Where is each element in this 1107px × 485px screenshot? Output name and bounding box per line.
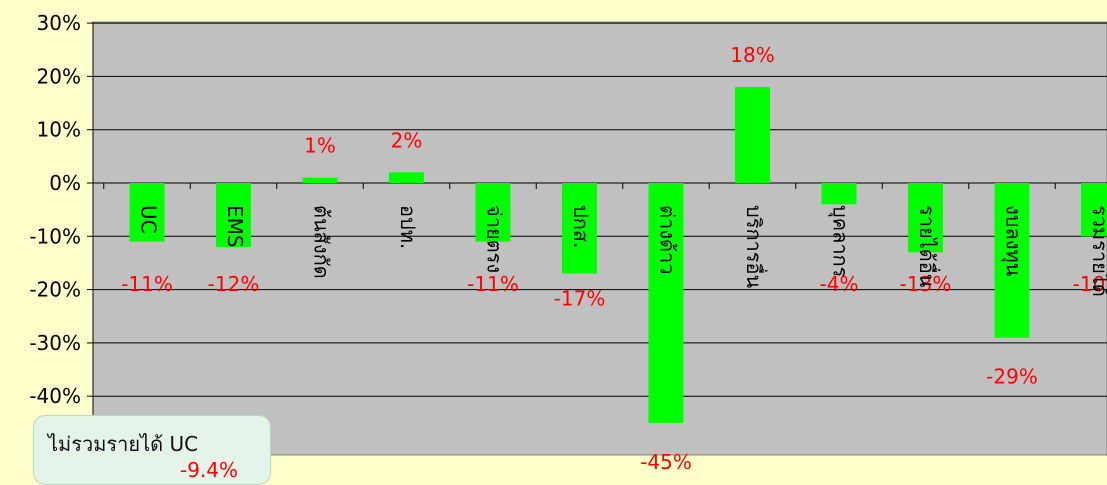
bar (129, 183, 165, 242)
category-label: บริการอื่น (742, 205, 768, 289)
data-label: -10% (1073, 272, 1107, 296)
note-value: -9.4% (180, 458, 239, 482)
category-label: รวมรายได้ (1088, 205, 1107, 297)
y-tick-label: 0% (49, 171, 81, 195)
category-label: อปท. (396, 205, 420, 249)
y-tick-label: -30% (29, 331, 81, 355)
bar (302, 177, 338, 183)
data-label: -4% (820, 272, 859, 296)
data-label: -29% (986, 365, 1038, 389)
note-label: ไม่รวมรายได้ UC (48, 432, 199, 456)
bar-chart: 30% 20% 10% 0% -10% -20% -30% -40% -11% UC -12% EMS… (29, 11, 1107, 474)
data-label: -12% (208, 272, 260, 296)
category-label: งบลงทุน (1001, 205, 1026, 277)
data-label: 18% (730, 43, 774, 67)
bar (994, 183, 1030, 338)
data-label: -45% (640, 450, 692, 470)
y-tick-label: 20% (37, 64, 81, 88)
bar (216, 183, 251, 247)
bar (562, 183, 597, 274)
category-label: จ่ายตรง (483, 205, 507, 273)
data-label: -17% (554, 287, 606, 311)
data-label: -11% (467, 272, 519, 296)
category-label: ปกส. (569, 205, 593, 248)
bar (648, 183, 684, 423)
bar (908, 183, 943, 253)
data-label: 2% (391, 128, 423, 152)
chart-stage: 30% 20% 10% 0% -10% -20% -30% -40% -11% UC -12% EMS… (29, 11, 1107, 474)
category-label: UC (137, 205, 161, 234)
y-tick-label: 30% (37, 11, 81, 35)
y-tick-label: 10% (37, 118, 81, 142)
bar (1081, 183, 1107, 237)
data-label: -11% (121, 272, 173, 296)
y-tick-label: -20% (29, 278, 81, 302)
category-label: EMS (223, 205, 247, 248)
y-tick-label: -40% (29, 384, 81, 408)
category-label: ต่างด้าว (656, 205, 680, 274)
bar (389, 172, 424, 183)
category-label: บุคลากร (828, 205, 853, 278)
bar (821, 183, 857, 205)
bar (735, 87, 770, 183)
category-label: รายได้อื่น (915, 205, 941, 288)
bar (475, 183, 511, 242)
data-label: 1% (304, 134, 336, 158)
data-label: -13% (900, 272, 952, 296)
y-tick-label: -10% (29, 224, 81, 248)
category-label: ต้นสังกัด (310, 205, 334, 279)
note-box: ไม่รวมรายได้ UC -9.4% (33, 415, 271, 485)
